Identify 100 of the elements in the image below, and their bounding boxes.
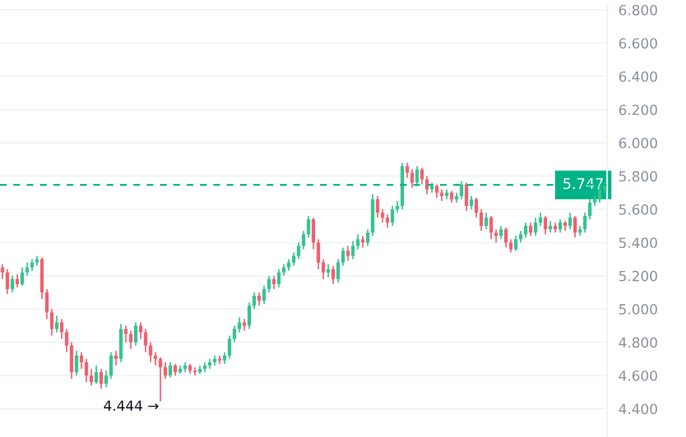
candlestick: [430, 182, 434, 194]
annotation: 4.444 →: [104, 400, 158, 411]
candlestick: [519, 230, 522, 244]
candlestick: [568, 212, 572, 230]
candlestick: [222, 352, 226, 365]
y-tick-label: 5.400: [619, 238, 658, 248]
candlestick: [474, 196, 478, 218]
candlestick: [326, 263, 330, 278]
candlestick: [154, 352, 158, 366]
candlestick: [232, 324, 236, 343]
candlestick: [396, 200, 400, 214]
candlestick: [158, 356, 162, 402]
candlestick: [583, 212, 587, 234]
candlestick: [509, 238, 513, 254]
candlestick: [534, 216, 538, 237]
candlestick: [558, 218, 562, 234]
candlestick: [292, 252, 296, 267]
candlestick: [148, 342, 152, 363]
candlestick: [50, 308, 54, 336]
candlestick: [6, 268, 10, 295]
candlestick: [380, 208, 384, 224]
candlestick: [524, 222, 528, 238]
candlestick: [514, 235, 518, 252]
candlestick: [183, 362, 187, 373]
candlestick: [390, 205, 394, 227]
y-tick-label: 5.600: [619, 204, 658, 215]
y-tick-label: 6.200: [619, 104, 658, 116]
candlestick: [212, 354, 216, 366]
candlestick: [554, 222, 558, 234]
candlestick: [302, 230, 306, 250]
candlestick: [25, 262, 29, 276]
candlestick: [173, 363, 177, 376]
candlestick: [208, 358, 212, 370]
candlestick: [248, 302, 251, 330]
candlestick: [262, 285, 266, 305]
candlestick: [331, 265, 335, 285]
y-tick-label: 6.000: [619, 138, 658, 148]
candlestick: [252, 292, 256, 310]
candlestick: [316, 238, 320, 270]
candlestick: [450, 190, 454, 204]
candlestick: [588, 198, 592, 220]
candlestick: [164, 362, 168, 380]
candlestick: [415, 165, 419, 187]
candlestick: [80, 352, 84, 370]
candlestick: [20, 266, 24, 286]
candlestick: [138, 322, 142, 340]
candlestick: [104, 370, 108, 388]
y-tick-label: 4.400: [618, 404, 658, 414]
y-tick-label: 6.600: [619, 38, 658, 49]
candlestick: [435, 184, 439, 198]
candlestick: [366, 228, 370, 247]
candlestick: [257, 292, 261, 306]
candlestick: [444, 188, 448, 200]
candlestick: [16, 273, 20, 288]
candlestick: [356, 234, 360, 250]
candlestick: [405, 162, 409, 178]
candlestick: [544, 215, 548, 235]
candlestick: [376, 195, 380, 218]
candlestick: [168, 362, 172, 378]
y-tick-label: 4.600: [618, 370, 658, 381]
y-tick-label: 5.200: [619, 270, 658, 282]
candlestick: [55, 314, 58, 333]
candlestick: [129, 330, 133, 350]
candlestick: [573, 215, 577, 238]
candlestick: [351, 240, 355, 260]
candlestick: [494, 228, 498, 244]
candlestick: [35, 255, 39, 267]
candlestick: [312, 216, 316, 250]
candlestick: [470, 195, 474, 210]
candlestick: [45, 288, 49, 320]
candlestick: [341, 246, 345, 267]
candlestick: [336, 258, 340, 284]
candlestick: [464, 182, 468, 212]
candlestick: [64, 328, 68, 353]
candlestick: [425, 175, 429, 196]
candlestick: [296, 242, 300, 260]
candlestick: [480, 208, 483, 232]
y-tick-label: 5.000: [619, 304, 658, 315]
candlestick: [602, 182, 606, 194]
candlestick: [242, 318, 246, 332]
candlestick: [99, 368, 103, 390]
candlestick: [489, 215, 493, 240]
candlestick: [484, 212, 488, 230]
candlestick: [60, 318, 64, 340]
candlestick: [454, 192, 458, 204]
candlestick: [203, 362, 207, 373]
candlestick: [287, 258, 290, 272]
candlestick: [114, 350, 118, 366]
candlestick: [322, 258, 326, 280]
candlestick: [144, 328, 148, 353]
candlestick: [90, 368, 94, 386]
candlestick: [84, 358, 88, 383]
candlestick: [361, 235, 365, 248]
y-tick-label: 6.400: [619, 71, 658, 82]
candlestick: [188, 363, 192, 375]
candlestick: [504, 226, 508, 248]
candlestick: [238, 316, 242, 333]
candlestick: [538, 212, 542, 227]
candlestick: [593, 195, 596, 207]
candlestick: [109, 352, 113, 380]
